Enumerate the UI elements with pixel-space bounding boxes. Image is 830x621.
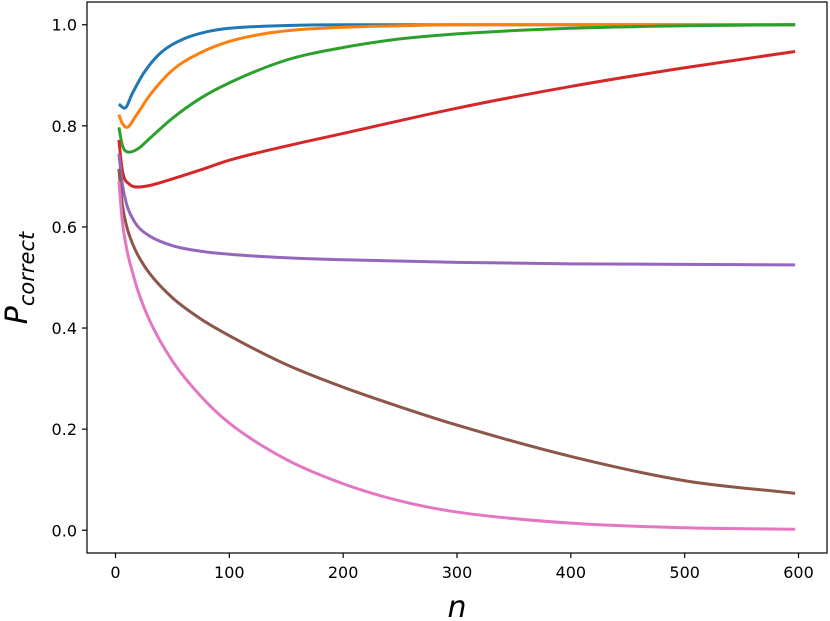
y-tick-label: 0.0 xyxy=(52,521,77,540)
x-tick-label: 400 xyxy=(556,563,587,582)
y-tick-label: 0.6 xyxy=(52,218,77,237)
x-tick-label: 500 xyxy=(669,563,700,582)
x-tick-label: 300 xyxy=(442,563,473,582)
series-line-3 xyxy=(117,23,796,154)
series-line-4 xyxy=(117,50,796,189)
plot-lines xyxy=(117,23,796,531)
x-axis-label: n xyxy=(447,590,466,621)
series-line-7 xyxy=(117,181,796,531)
x-tick-label: 100 xyxy=(214,563,245,582)
plot-frame xyxy=(86,1,828,554)
y-tick-label: 1.0 xyxy=(52,16,77,35)
y-tick-label: 0.8 xyxy=(52,117,77,136)
series-line-6 xyxy=(117,168,796,495)
x-tick-label: 0 xyxy=(110,563,120,582)
y-axis-label: Pcorrect xyxy=(0,231,39,324)
y-axis-label-main: P xyxy=(0,305,35,324)
series-line-2 xyxy=(117,23,796,129)
y-axis: 0.0 0.2 0.4 0.6 0.8 1.0 xyxy=(52,16,87,540)
x-tick-label: 200 xyxy=(328,563,359,582)
y-tick-label: 0.4 xyxy=(52,319,77,338)
series-line-5 xyxy=(117,153,796,267)
x-tick-label: 600 xyxy=(783,563,814,582)
y-tick-label: 0.2 xyxy=(52,420,77,439)
x-axis: 0 100 200 300 400 500 600 xyxy=(110,553,814,582)
y-axis-label-subscript: correct xyxy=(15,231,39,306)
